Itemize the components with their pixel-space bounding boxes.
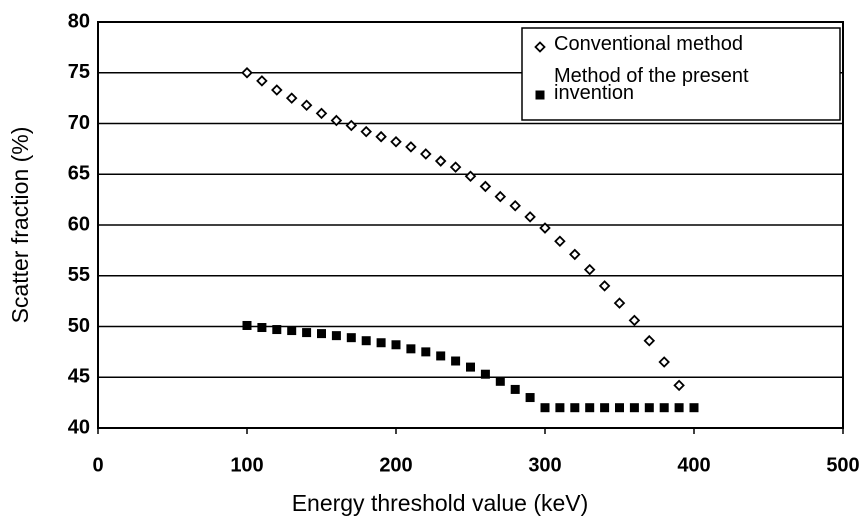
y-axis-label: Scatter fraction (%) <box>7 127 33 324</box>
marker-square <box>674 403 684 413</box>
x-axis-label: Energy threshold value (keV) <box>292 490 589 516</box>
marker-square <box>421 347 431 357</box>
marker-square <box>644 403 654 413</box>
marker-square <box>376 338 386 348</box>
marker-diamond <box>539 222 551 234</box>
marker-diamond <box>613 297 626 309</box>
marker-square <box>302 328 312 338</box>
y-tick-label: 60 <box>68 213 90 235</box>
marker-diamond <box>390 135 402 148</box>
marker-square <box>331 331 341 341</box>
x-tick-label: 100 <box>230 454 263 476</box>
marker-square <box>287 326 297 336</box>
marker-diamond <box>658 356 670 368</box>
marker-diamond <box>554 235 566 248</box>
marker-square <box>436 351 446 361</box>
marker-square <box>466 362 475 372</box>
x-tick-label: 0 <box>92 454 103 476</box>
y-tick-label: 55 <box>68 264 90 286</box>
y-tick-label: 65 <box>68 163 90 185</box>
marker-diamond <box>524 211 536 223</box>
marker-square <box>406 344 416 354</box>
marker-square <box>615 403 624 413</box>
y-tick-label: 70 <box>68 112 90 134</box>
marker-diamond <box>241 66 253 79</box>
x-tick-label: 200 <box>379 454 412 476</box>
y-tick-label: 45 <box>68 366 90 388</box>
marker-diamond <box>375 130 387 143</box>
marker-square <box>570 403 580 413</box>
legend-label: Method of the present invention <box>554 65 749 104</box>
marker-square <box>451 356 461 366</box>
marker-diamond <box>583 263 596 276</box>
marker-square <box>391 340 401 350</box>
marker-diamond <box>434 155 447 167</box>
marker-diamond <box>534 41 546 53</box>
marker-diamond <box>509 199 521 212</box>
marker-square <box>689 403 699 413</box>
marker-diamond <box>449 161 462 173</box>
marker-square <box>555 403 565 413</box>
y-tick-label: 80 <box>68 10 90 32</box>
marker-diamond <box>256 75 268 87</box>
marker-square <box>510 384 520 394</box>
x-tick-label: 400 <box>677 454 710 476</box>
marker-diamond <box>271 84 283 96</box>
marker-diamond <box>673 379 685 392</box>
y-tick-label: 75 <box>68 61 90 83</box>
x-tick-label: 500 <box>826 454 859 476</box>
marker-diamond <box>628 314 641 327</box>
marker-diamond <box>330 114 343 127</box>
x-tick-label: 300 <box>528 454 561 476</box>
marker-square <box>585 403 595 413</box>
marker-diamond <box>598 280 611 292</box>
plot-frame <box>97 21 844 429</box>
marker-square <box>257 323 267 333</box>
marker-diamond <box>405 141 417 153</box>
marker-square <box>495 376 505 386</box>
marker-diamond <box>479 180 492 193</box>
y-tick-label: 50 <box>68 315 90 337</box>
marker-square <box>480 369 490 379</box>
marker-diamond <box>315 107 328 120</box>
marker-square <box>346 333 356 343</box>
marker-square <box>600 403 610 413</box>
marker-diamond <box>464 170 477 183</box>
marker-square <box>659 403 669 413</box>
marker-diamond <box>420 148 432 160</box>
marker-diamond <box>360 125 372 138</box>
marker-square <box>317 329 326 339</box>
marker-square <box>272 325 282 335</box>
marker-square <box>535 90 545 100</box>
marker-diamond <box>285 92 298 104</box>
legend-box <box>521 27 841 121</box>
marker-diamond <box>494 190 507 203</box>
y-tick-label: 40 <box>68 416 90 438</box>
marker-square <box>629 403 639 413</box>
marker-diamond <box>643 334 656 347</box>
marker-diamond <box>345 119 358 132</box>
marker-square <box>525 393 535 403</box>
marker-square <box>242 320 252 330</box>
marker-square <box>361 336 371 346</box>
marker-square <box>540 403 550 413</box>
marker-diamond <box>569 248 581 261</box>
legend-label: Conventional method <box>554 33 744 55</box>
marker-diamond <box>300 99 313 112</box>
